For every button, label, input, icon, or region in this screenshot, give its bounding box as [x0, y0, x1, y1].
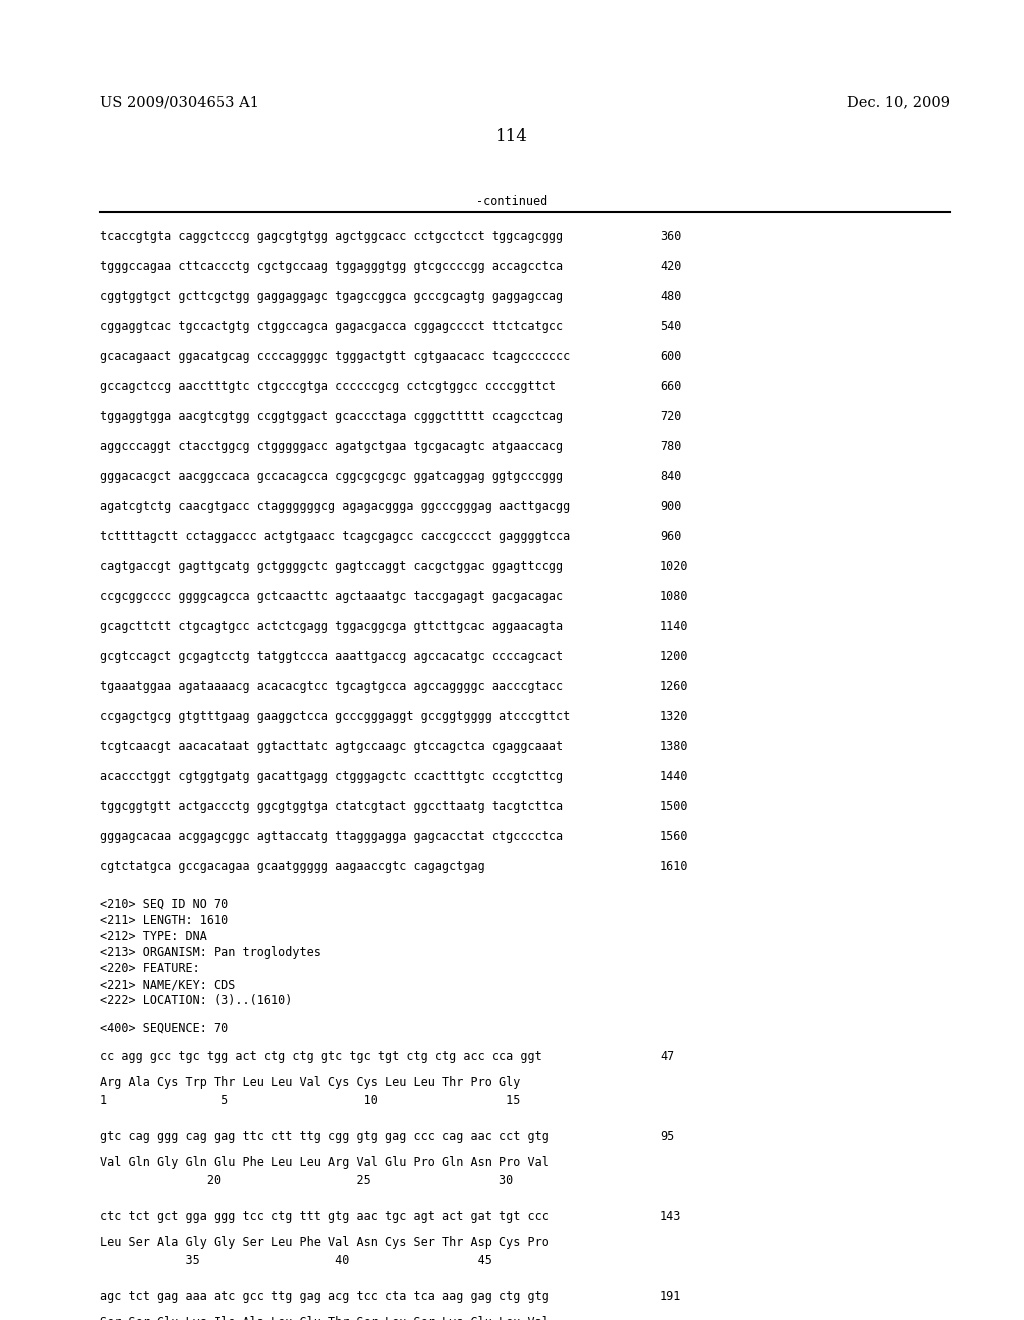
Text: ctc tct gct gga ggg tcc ctg ttt gtg aac tgc agt act gat tgt ccc: ctc tct gct gga ggg tcc ctg ttt gtg aac … — [100, 1210, 549, 1224]
Text: cggaggtcac tgccactgtg ctggccagca gagacgacca cggagcccct ttctcatgcc: cggaggtcac tgccactgtg ctggccagca gagacga… — [100, 319, 563, 333]
Text: Val Gln Gly Gln Glu Phe Leu Leu Arg Val Glu Pro Gln Asn Pro Val: Val Gln Gly Gln Glu Phe Leu Leu Arg Val … — [100, 1156, 549, 1170]
Text: 1440: 1440 — [660, 770, 688, 783]
Text: cc agg gcc tgc tgg act ctg ctg gtc tgc tgt ctg ctg acc cca ggt: cc agg gcc tgc tgg act ctg ctg gtc tgc t… — [100, 1049, 542, 1063]
Text: Arg Ala Cys Trp Thr Leu Leu Val Cys Cys Leu Leu Thr Pro Gly: Arg Ala Cys Trp Thr Leu Leu Val Cys Cys … — [100, 1076, 520, 1089]
Text: 47: 47 — [660, 1049, 674, 1063]
Text: 114: 114 — [496, 128, 528, 145]
Text: cggtggtgct gcttcgctgg gaggaggagc tgagccggca gcccgcagtg gaggagccag: cggtggtgct gcttcgctgg gaggaggagc tgagccg… — [100, 290, 563, 304]
Text: 780: 780 — [660, 440, 681, 453]
Text: US 2009/0304653 A1: US 2009/0304653 A1 — [100, 95, 259, 110]
Text: 360: 360 — [660, 230, 681, 243]
Text: gccagctccg aacctttgtc ctgcccgtga ccccccgcg cctcgtggcc ccccggttct: gccagctccg aacctttgtc ctgcccgtga ccccccg… — [100, 380, 556, 393]
Text: <220> FEATURE:: <220> FEATURE: — [100, 962, 200, 975]
Text: tcaccgtgta caggctcccg gagcgtgtgg agctggcacc cctgcctcct tggcagcggg: tcaccgtgta caggctcccg gagcgtgtgg agctggc… — [100, 230, 563, 243]
Text: gcgtccagct gcgagtcctg tatggtccca aaattgaccg agccacatgc ccccagcact: gcgtccagct gcgagtcctg tatggtccca aaattga… — [100, 649, 563, 663]
Text: gggacacgct aacggccaca gccacagcca cggcgcgcgc ggatcaggag ggtgcccggg: gggacacgct aacggccaca gccacagcca cggcgcg… — [100, 470, 563, 483]
Text: <221> NAME/KEY: CDS: <221> NAME/KEY: CDS — [100, 978, 236, 991]
Text: cagtgaccgt gagttgcatg gctggggctc gagtccaggt cacgctggac ggagttccgg: cagtgaccgt gagttgcatg gctggggctc gagtcca… — [100, 560, 563, 573]
Text: 1380: 1380 — [660, 741, 688, 752]
Text: 1500: 1500 — [660, 800, 688, 813]
Text: 20                   25                  30: 20 25 30 — [100, 1173, 513, 1187]
Text: 1560: 1560 — [660, 830, 688, 843]
Text: <400> SEQUENCE: 70: <400> SEQUENCE: 70 — [100, 1022, 228, 1035]
Text: 1260: 1260 — [660, 680, 688, 693]
Text: 720: 720 — [660, 411, 681, 422]
Text: 95: 95 — [660, 1130, 674, 1143]
Text: <213> ORGANISM: Pan troglodytes: <213> ORGANISM: Pan troglodytes — [100, 946, 321, 960]
Text: -continued: -continued — [476, 195, 548, 209]
Text: ccgagctgcg gtgtttgaag gaaggctcca gcccgggaggt gccggtgggg atcccgttct: ccgagctgcg gtgtttgaag gaaggctcca gcccggg… — [100, 710, 570, 723]
Text: 35                   40                  45: 35 40 45 — [100, 1254, 492, 1267]
Text: tcgtcaacgt aacacataat ggtacttatc agtgccaagc gtccagctca cgaggcaaat: tcgtcaacgt aacacataat ggtacttatc agtgcca… — [100, 741, 563, 752]
Text: tgaaatggaa agataaaacg acacacgtcc tgcagtgcca agccaggggc aacccgtacc: tgaaatggaa agataaaacg acacacgtcc tgcagtg… — [100, 680, 563, 693]
Text: 660: 660 — [660, 380, 681, 393]
Text: Dec. 10, 2009: Dec. 10, 2009 — [847, 95, 950, 110]
Text: Ser Ser Glu Lys Ile Ala Leu Glu Thr Ser Leu Ser Lys Glu Leu Val: Ser Ser Glu Lys Ile Ala Leu Glu Thr Ser … — [100, 1316, 549, 1320]
Text: 1610: 1610 — [660, 861, 688, 873]
Text: 420: 420 — [660, 260, 681, 273]
Text: tggaggtgga aacgtcgtgg ccggtggact gcaccctaga cgggcttttt ccagcctcag: tggaggtgga aacgtcgtgg ccggtggact gcaccct… — [100, 411, 563, 422]
Text: 143: 143 — [660, 1210, 681, 1224]
Text: 600: 600 — [660, 350, 681, 363]
Text: 960: 960 — [660, 531, 681, 543]
Text: Leu Ser Ala Gly Gly Ser Leu Phe Val Asn Cys Ser Thr Asp Cys Pro: Leu Ser Ala Gly Gly Ser Leu Phe Val Asn … — [100, 1236, 549, 1249]
Text: gcacagaact ggacatgcag ccccaggggc tgggactgtt cgtgaacacc tcagccccccc: gcacagaact ggacatgcag ccccaggggc tgggact… — [100, 350, 570, 363]
Text: <210> SEQ ID NO 70: <210> SEQ ID NO 70 — [100, 898, 228, 911]
Text: tggcggtgtt actgaccctg ggcgtggtga ctatcgtact ggccttaatg tacgtcttca: tggcggtgtt actgaccctg ggcgtggtga ctatcgt… — [100, 800, 563, 813]
Text: gtc cag ggg cag gag ttc ctt ttg cgg gtg gag ccc cag aac cct gtg: gtc cag ggg cag gag ttc ctt ttg cgg gtg … — [100, 1130, 549, 1143]
Text: 1020: 1020 — [660, 560, 688, 573]
Text: 191: 191 — [660, 1290, 681, 1303]
Text: ccgcggcccc ggggcagcca gctcaacttc agctaaatgc taccgagagt gacgacagac: ccgcggcccc ggggcagcca gctcaacttc agctaaa… — [100, 590, 563, 603]
Text: tgggccagaa cttcaccctg cgctgccaag tggagggtgg gtcgccccgg accagcctca: tgggccagaa cttcaccctg cgctgccaag tggaggg… — [100, 260, 563, 273]
Text: 840: 840 — [660, 470, 681, 483]
Text: agatcgtctg caacgtgacc ctaggggggcg agagacggga ggcccgggag aacttgacgg: agatcgtctg caacgtgacc ctaggggggcg agagac… — [100, 500, 570, 513]
Text: tcttttagctt cctaggaccc actgtgaacc tcagcgagcc caccgcccct gaggggtcca: tcttttagctt cctaggaccc actgtgaacc tcagcg… — [100, 531, 570, 543]
Text: 900: 900 — [660, 500, 681, 513]
Text: cgtctatgca gccgacagaa gcaatggggg aagaaccgtc cagagctgag: cgtctatgca gccgacagaa gcaatggggg aagaacc… — [100, 861, 484, 873]
Text: 1                5                   10                  15: 1 5 10 15 — [100, 1094, 520, 1107]
Text: <211> LENGTH: 1610: <211> LENGTH: 1610 — [100, 913, 228, 927]
Text: 1320: 1320 — [660, 710, 688, 723]
Text: gcagcttctt ctgcagtgcc actctcgagg tggacggcga gttcttgcac aggaacagta: gcagcttctt ctgcagtgcc actctcgagg tggacgg… — [100, 620, 563, 634]
Text: agc tct gag aaa atc gcc ttg gag acg tcc cta tca aag gag ctg gtg: agc tct gag aaa atc gcc ttg gag acg tcc … — [100, 1290, 549, 1303]
Text: 540: 540 — [660, 319, 681, 333]
Text: <212> TYPE: DNA: <212> TYPE: DNA — [100, 931, 207, 942]
Text: 480: 480 — [660, 290, 681, 304]
Text: acaccctggt cgtggtgatg gacattgagg ctgggagctc ccactttgtc cccgtcttcg: acaccctggt cgtggtgatg gacattgagg ctgggag… — [100, 770, 563, 783]
Text: aggcccaggt ctacctggcg ctgggggacc agatgctgaa tgcgacagtc atgaaccacg: aggcccaggt ctacctggcg ctgggggacc agatgct… — [100, 440, 563, 453]
Text: 1080: 1080 — [660, 590, 688, 603]
Text: 1140: 1140 — [660, 620, 688, 634]
Text: gggagcacaa acggagcggc agttaccatg ttagggagga gagcacctat ctgcccctca: gggagcacaa acggagcggc agttaccatg ttaggga… — [100, 830, 563, 843]
Text: 1200: 1200 — [660, 649, 688, 663]
Text: <222> LOCATION: (3)..(1610): <222> LOCATION: (3)..(1610) — [100, 994, 293, 1007]
